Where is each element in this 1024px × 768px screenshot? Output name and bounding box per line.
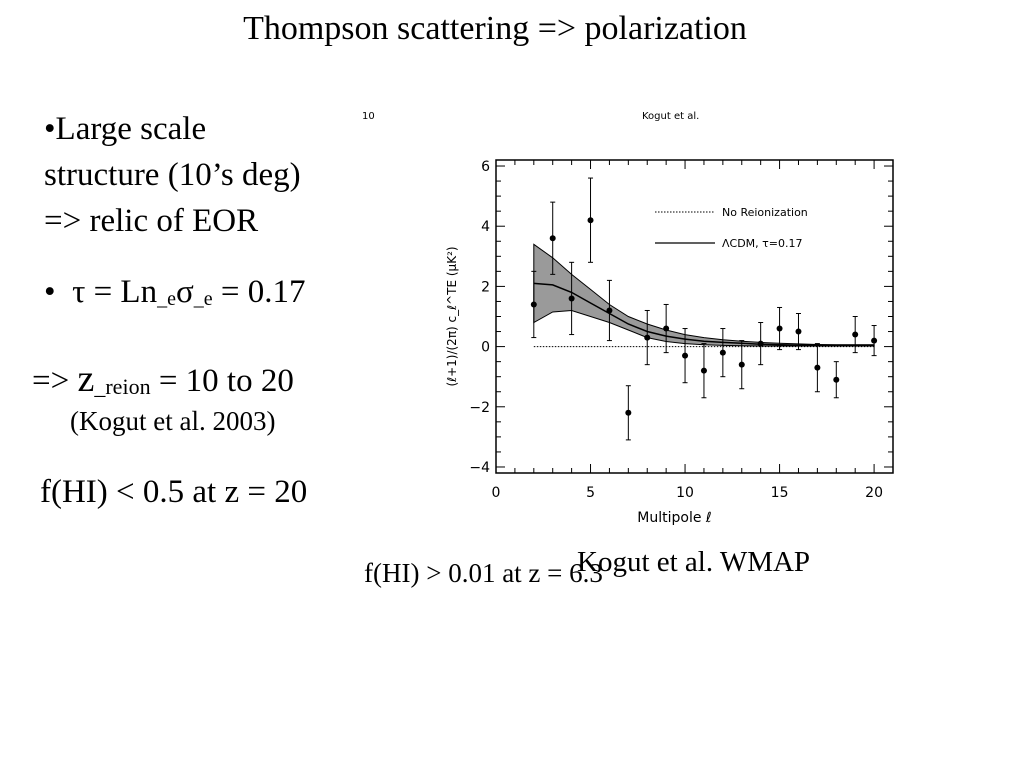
data-point: [568, 295, 575, 302]
y-tick-label: −2: [469, 400, 490, 416]
y-tick-label: 4: [481, 219, 490, 235]
bullet-1-line-3: => relic of EOR: [44, 203, 259, 239]
lcdm-uncertainty-band: [533, 243, 875, 347]
z-reion-equation: => z_reion = 10 to 20: [32, 357, 294, 401]
fhi-z20-statement: f(HI) < 0.5 at z = 20: [40, 474, 308, 510]
data-point: [738, 361, 745, 368]
bullet-tau-equation: • τ = Ln_eσ_e = 0.17: [44, 274, 306, 311]
data-point: [871, 337, 878, 344]
data-point: [606, 307, 613, 314]
bullet-1-line-1: •Large scale: [44, 111, 207, 147]
y-tick-label: 2: [481, 279, 490, 295]
data-point: [530, 301, 537, 308]
data-point: [795, 328, 802, 335]
figure-page-number: 10: [362, 111, 375, 122]
data-point: [719, 349, 726, 356]
plot-area: 0 5 10 15 20 −4 −2 0 2 4 6 Multipole ℓ (ℓ+1)/(2π) c_…: [445, 159, 894, 526]
data-point: [663, 325, 670, 332]
y-axis-label: (ℓ+1)/(2π) c_ℓ^TE (μK²): [445, 246, 459, 386]
y-tick-label: −4: [469, 460, 490, 476]
data-point: [682, 352, 689, 359]
bullet-large-scale-structure: •Large scale structure (10’s deg) => rel…: [44, 106, 384, 244]
x-tick-label: 5: [586, 485, 595, 501]
data-point: [757, 340, 764, 347]
data-point: [700, 367, 707, 374]
z-reion-sub: _reion: [94, 374, 151, 399]
wmap-figure-caption: Kogut et al. WMAP: [577, 546, 811, 578]
legend-label-no-reionization: No Reionization: [722, 206, 808, 219]
data-point: [776, 325, 783, 332]
y-tick-label: 6: [481, 159, 490, 175]
z-reion-value: = 10 to 20: [150, 363, 294, 399]
sub-e-1: _e: [157, 288, 176, 310]
z-symbol: z: [77, 358, 95, 400]
data-point: [814, 364, 821, 371]
y-tick-label: 0: [481, 340, 490, 356]
x-axis-label: Multipole ℓ: [637, 510, 711, 526]
plot-frame: [495, 159, 894, 474]
data-point: [549, 235, 556, 242]
figure-header: Kogut et al.: [642, 111, 699, 122]
data-point: [587, 217, 594, 224]
tau-lhs: τ = Ln: [72, 274, 158, 310]
data-point: [833, 376, 840, 383]
x-tick-label: 20: [865, 485, 883, 501]
x-tick-label: 10: [676, 485, 694, 501]
sigma-symbol: σ: [175, 274, 194, 310]
bullet-1-line-2: structure (10’s deg): [44, 157, 301, 193]
tau-value: = 0.17: [212, 274, 306, 310]
slide-title: Thompson scattering => polarization: [243, 10, 747, 47]
x-tick-label: 0: [492, 485, 501, 501]
data-point: [625, 409, 632, 416]
sub-e-2: _e: [193, 288, 213, 310]
bullet-2-dot: •: [44, 274, 56, 310]
legend-label-lcdm: ΛCDM, τ=0.17: [722, 237, 803, 250]
data-point: [644, 334, 651, 341]
x-tick-label: 15: [771, 485, 789, 501]
z-reion-prefix: =>: [32, 363, 78, 399]
kogut-citation: (Kogut et al. 2003): [70, 406, 276, 436]
data-point: [852, 331, 859, 338]
fhi-z6-statement: f(HI) > 0.01 at z = 6.3: [364, 558, 603, 588]
